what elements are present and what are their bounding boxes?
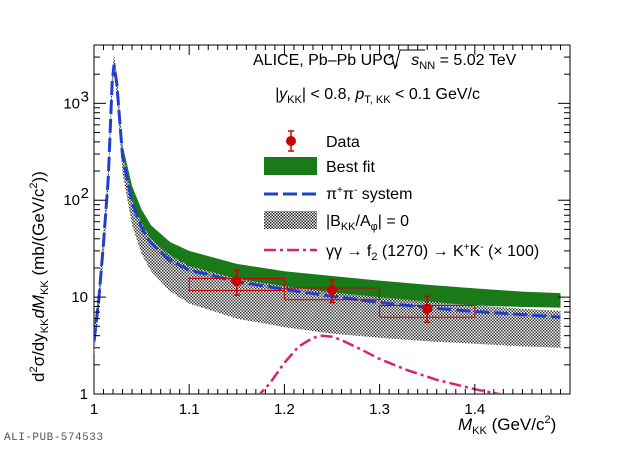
cut-pt-post: < 0.1 GeV/c <box>391 86 480 103</box>
data-marker <box>231 276 242 287</box>
header-sqrt-sub: NN <box>419 60 435 72</box>
header-line-1: ALICE, Pb–Pb UPC, sNN = 5.02 TeV <box>253 49 517 72</box>
y-axis-label: d2σ/dyKKdMKK (mb/(GeV/c2)) <box>28 171 51 382</box>
y-tick-label: 10 <box>71 289 88 306</box>
legend-best-fit-label: Best fit <box>326 159 375 176</box>
plot-area <box>94 54 561 394</box>
f2-line <box>258 334 504 394</box>
header-line-2: |yKK| < 0.8, pT, KK < 0.1 GeV/c <box>275 86 480 106</box>
legend: Data Best fit π+π- system |BKK/Aφ| = 0 γ… <box>264 130 539 263</box>
cut-y-post: | < 0.8, <box>302 86 356 103</box>
publication-id: ALI-PUB-574533 <box>4 432 104 444</box>
data-point <box>283 279 381 304</box>
x-tick-label: 1.4 <box>464 401 485 418</box>
x-tick-label: 1.2 <box>274 401 295 418</box>
legend-b-zero-label: |BKK/Aφ| = 0 <box>326 213 409 233</box>
y-tick-label: 10 <box>63 192 80 209</box>
data-point <box>379 295 476 324</box>
legend-pipi-label: π+π- system <box>326 185 412 203</box>
y-tick-exponent: 2 <box>81 185 89 202</box>
header-experiment: ALICE, Pb–Pb UPC, <box>253 52 403 69</box>
y-tick-label: 1 <box>80 386 88 403</box>
svg-text:ALICE, Pb–Pb UPC, sNN = 5.02 T: ALICE, Pb–Pb UPC, sNN = 5.02 TeV <box>253 52 517 72</box>
cut-pt-sub: T, KK <box>364 94 391 106</box>
x-axis-label: MKK (GeV/c2) <box>458 414 556 437</box>
cut-pt-pre: p <box>354 86 364 103</box>
legend-f2-label: γγ → f2 (1270) → K+K- (× 100) <box>326 242 539 263</box>
x-tick-label: 1.3 <box>369 401 390 418</box>
legend-pipi: π+π- system <box>264 185 412 203</box>
y-tick-label: 10 <box>63 95 80 112</box>
header-sqrt-s: s <box>411 52 419 69</box>
b-zero-band <box>94 54 561 356</box>
legend-b-zero: |BKK/Aφ| = 0 <box>264 211 409 233</box>
cut-y-pre: |y <box>275 86 288 103</box>
legend-b-zero-swatch <box>264 211 317 229</box>
legend-f2: γγ → f2 (1270) → K+K- (× 100) <box>264 242 539 263</box>
legend-best-fit: Best fit <box>264 157 375 176</box>
header-energy: = 5.02 TeV <box>435 52 516 69</box>
legend-data-label: Data <box>326 134 360 151</box>
x-tick-label: 1 <box>90 401 98 418</box>
data-marker <box>327 285 337 296</box>
legend-data-marker <box>286 136 296 146</box>
y-tick-exponent: 3 <box>81 88 89 105</box>
x-tick-label: 1.1 <box>179 401 200 418</box>
sqrt-sign <box>388 49 425 70</box>
cut-y-sub: KK <box>287 94 302 106</box>
data-marker <box>422 303 433 314</box>
legend-best-fit-swatch <box>264 157 317 175</box>
svg-text:|yKK| < 0.8, pT, KK < 0.1 GeV/: |yKK| < 0.8, pT, KK < 0.1 GeV/c <box>275 86 480 106</box>
data-point <box>188 269 285 296</box>
legend-data: Data <box>286 130 360 152</box>
